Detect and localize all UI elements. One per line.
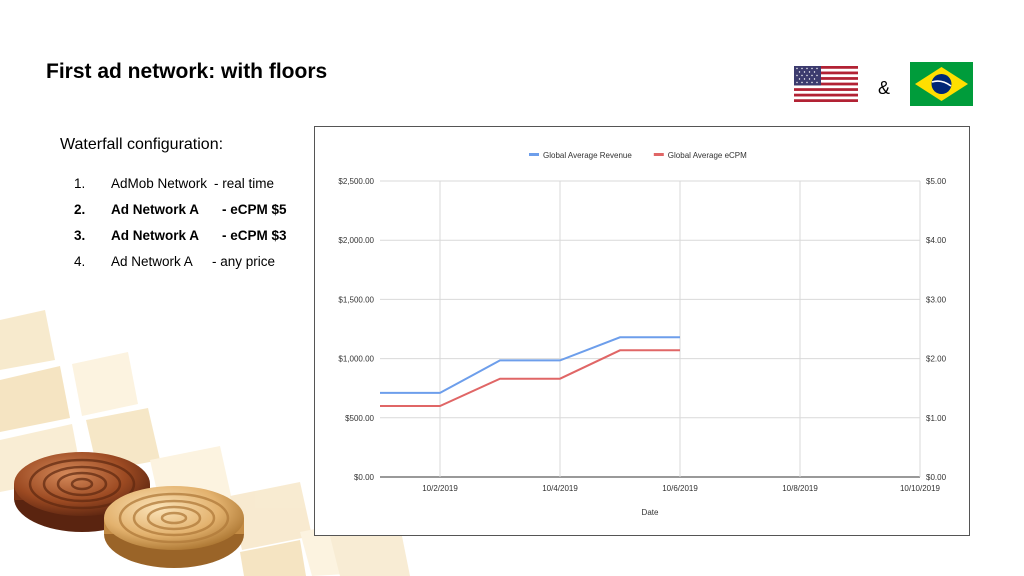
- y-left-tick-label: $500.00: [345, 414, 374, 423]
- series-line: [380, 349, 680, 407]
- item-name: Ad Network A: [111, 254, 193, 269]
- item-number: 4.: [74, 254, 86, 269]
- item-name: AdMob Network: [111, 176, 208, 191]
- waterfall-heading: Waterfall configuration:: [60, 136, 224, 153]
- item-name: Ad Network A: [111, 228, 200, 243]
- y-right-tick-label: $5.00: [926, 177, 947, 186]
- item-detail: - eCPM $3: [222, 228, 287, 243]
- series-line: [380, 336, 680, 394]
- slide-title: First ad network: with floors: [46, 60, 328, 83]
- legend-label: Global Average Revenue: [543, 151, 632, 160]
- brazil-flag-icon: [910, 62, 973, 106]
- x-tick-label: 10/2/2019: [422, 484, 458, 493]
- y-right-tick-label: $2.00: [926, 355, 947, 364]
- item-name: Ad Network A: [111, 202, 200, 217]
- x-tick-label: 10/10/2019: [900, 484, 941, 493]
- x-tick-label: 10/8/2019: [782, 484, 818, 493]
- x-tick-label: 10/4/2019: [542, 484, 578, 493]
- ampersand: &: [878, 78, 891, 98]
- checkers-decoration: [0, 310, 410, 576]
- y-right-tick-label: $0.00: [926, 473, 947, 482]
- x-axis-label: Date: [642, 508, 659, 517]
- legend-swatch: [529, 153, 539, 156]
- y-right-tick-label: $1.00: [926, 414, 947, 423]
- y-right-tick-label: $4.00: [926, 236, 947, 245]
- y-left-tick-label: $1,500.00: [338, 295, 374, 304]
- item-number: 2.: [74, 202, 86, 217]
- usa-flag-icon: [794, 66, 858, 102]
- item-detail: - eCPM $5: [222, 202, 287, 217]
- y-right-tick-label: $3.00: [926, 295, 947, 304]
- legend-swatch: [653, 153, 664, 156]
- chart-container: $0.00 $0.00 $500.00 $1.00 $1,000.00 $2.00 $1,5…: [314, 126, 970, 536]
- y-left-tick-label: $2,500.00: [338, 177, 374, 186]
- y-left-tick-label: $0.00: [354, 473, 375, 482]
- line-chart: $0.00 $0.00 $500.00 $1.00 $1,000.00 $2.00 $1,5…: [338, 151, 947, 517]
- y-left-tick-label: $2,000.00: [338, 236, 374, 245]
- item-detail: - real time: [214, 176, 275, 191]
- x-tick-label: 10/6/2019: [662, 484, 698, 493]
- y-left-tick-label: $1,000.00: [338, 355, 374, 364]
- legend-label: Global Average eCPM: [668, 151, 747, 160]
- item-detail: - any price: [212, 254, 276, 269]
- item-number: 1.: [74, 176, 86, 191]
- item-number: 3.: [74, 228, 86, 243]
